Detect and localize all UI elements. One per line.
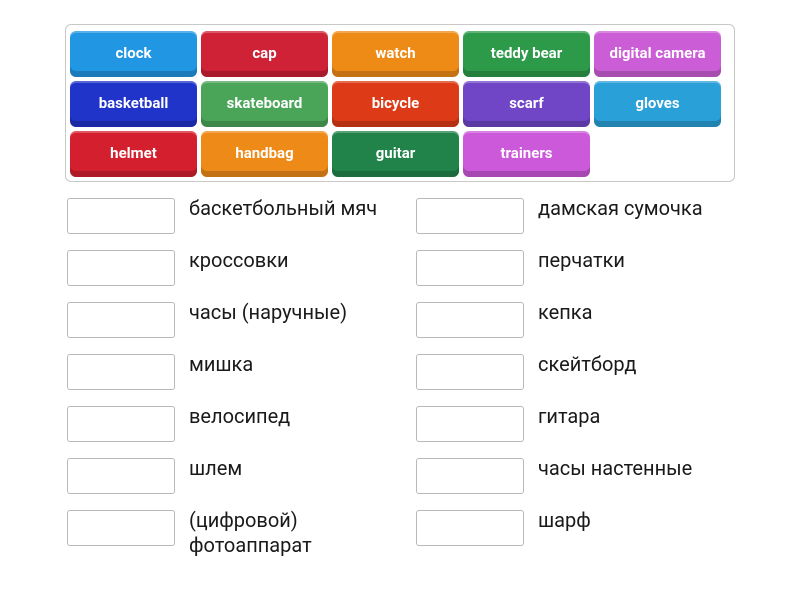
word-tile[interactable]: helmet	[70, 131, 197, 177]
word-tile[interactable]: bicycle	[332, 81, 459, 127]
word-tile[interactable]: cap	[201, 31, 328, 77]
answer-grid: баскетбольный мяч дамская сумочка кроссовк…	[65, 194, 735, 558]
word-tile[interactable]: clock	[70, 31, 197, 77]
answer-label: баскетбольный мяч	[189, 194, 377, 221]
answer-row: часы настенные	[416, 454, 735, 494]
word-tile[interactable]: gloves	[594, 81, 721, 127]
answer-row: гитара	[416, 402, 735, 442]
answer-label: кепка	[538, 298, 593, 325]
word-tile[interactable]: watch	[332, 31, 459, 77]
word-bank: clockcapwatchteddy beardigital camera bas…	[65, 24, 735, 182]
drop-slot[interactable]	[416, 250, 524, 286]
answer-label: часы (наручные)	[189, 298, 347, 325]
answer-row: часы (наручные)	[67, 298, 386, 338]
drop-slot[interactable]	[67, 302, 175, 338]
answer-label: шарф	[538, 506, 591, 533]
answer-row: шлем	[67, 454, 386, 494]
word-tile[interactable]: digital camera	[594, 31, 721, 77]
answer-row: мишка	[67, 350, 386, 390]
answer-label: шлем	[189, 454, 242, 481]
activity-container: clockcapwatchteddy beardigital camera bas…	[0, 0, 800, 558]
word-tile[interactable]: scarf	[463, 81, 590, 127]
word-tile[interactable]: basketball	[70, 81, 197, 127]
answer-row: (цифровой) фотоаппарат	[67, 506, 386, 558]
drop-slot[interactable]	[416, 510, 524, 546]
answer-row: кепка	[416, 298, 735, 338]
word-tile[interactable]: teddy bear	[463, 31, 590, 77]
drop-slot[interactable]	[67, 510, 175, 546]
answer-row: кроссовки	[67, 246, 386, 286]
word-tile[interactable]: skateboard	[201, 81, 328, 127]
drop-slot[interactable]	[416, 406, 524, 442]
answer-label: дамская сумочка	[538, 194, 703, 221]
answer-row: дамская сумочка	[416, 194, 735, 234]
answer-row: баскетбольный мяч	[67, 194, 386, 234]
answer-label: гитара	[538, 402, 600, 429]
answer-label: мишка	[189, 350, 253, 377]
drop-slot[interactable]	[416, 302, 524, 338]
answer-label: (цифровой) фотоаппарат	[189, 506, 386, 558]
drop-slot[interactable]	[67, 406, 175, 442]
answer-row: шарф	[416, 506, 735, 558]
word-tile[interactable]: handbag	[201, 131, 328, 177]
answer-row: скейтборд	[416, 350, 735, 390]
drop-slot[interactable]	[67, 198, 175, 234]
drop-slot[interactable]	[67, 354, 175, 390]
answer-label: велосипед	[189, 402, 290, 429]
answer-label: перчатки	[538, 246, 625, 273]
answer-label: скейтборд	[538, 350, 637, 377]
drop-slot[interactable]	[416, 198, 524, 234]
drop-slot[interactable]	[416, 354, 524, 390]
drop-slot[interactable]	[67, 458, 175, 494]
word-tile[interactable]: trainers	[463, 131, 590, 177]
answer-row: перчатки	[416, 246, 735, 286]
drop-slot[interactable]	[416, 458, 524, 494]
answer-label: часы настенные	[538, 454, 692, 481]
answer-row: велосипед	[67, 402, 386, 442]
drop-slot[interactable]	[67, 250, 175, 286]
word-tile[interactable]: guitar	[332, 131, 459, 177]
answer-label: кроссовки	[189, 246, 289, 273]
